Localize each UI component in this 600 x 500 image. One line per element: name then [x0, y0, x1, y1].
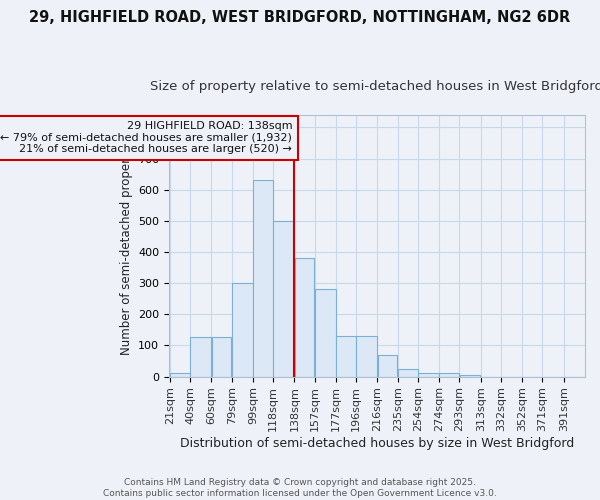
Bar [356, 336, 377, 376]
Text: 29, HIGHFIELD ROAD, WEST BRIDGFORD, NOTTINGHAM, NG2 6DR: 29, HIGHFIELD ROAD, WEST BRIDGFORD, NOTT… [29, 10, 571, 25]
Text: Contains HM Land Registry data © Crown copyright and database right 2025.
Contai: Contains HM Land Registry data © Crown c… [103, 478, 497, 498]
Bar [295, 258, 314, 376]
Bar [378, 355, 397, 376]
Bar [398, 369, 418, 376]
Bar [253, 180, 273, 376]
Bar [190, 336, 211, 376]
Bar [336, 336, 356, 376]
Bar [418, 374, 439, 376]
Bar [439, 374, 459, 376]
Bar [170, 374, 190, 376]
Bar [232, 283, 253, 376]
Text: 29 HIGHFIELD ROAD: 138sqm
← 79% of semi-detached houses are smaller (1,932)
21% : 29 HIGHFIELD ROAD: 138sqm ← 79% of semi-… [1, 121, 292, 154]
Y-axis label: Number of semi-detached properties: Number of semi-detached properties [119, 136, 133, 355]
X-axis label: Distribution of semi-detached houses by size in West Bridgford: Distribution of semi-detached houses by … [180, 437, 574, 450]
Bar [274, 221, 294, 376]
Bar [212, 336, 232, 376]
Bar [315, 290, 336, 376]
Bar [460, 375, 481, 376]
Title: Size of property relative to semi-detached houses in West Bridgford: Size of property relative to semi-detach… [151, 80, 600, 93]
